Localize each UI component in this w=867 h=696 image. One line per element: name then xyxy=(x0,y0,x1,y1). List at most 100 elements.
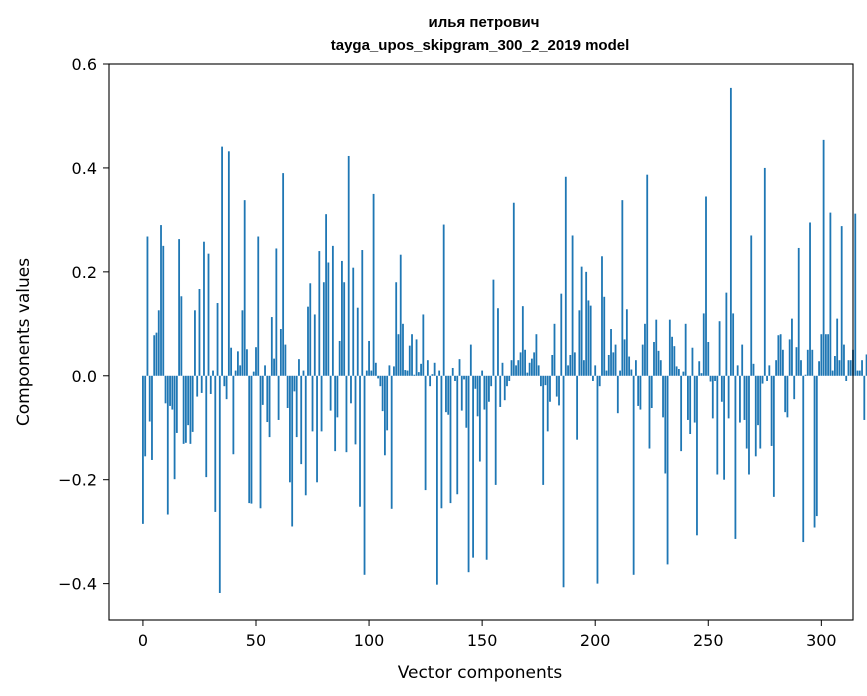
bar-37 xyxy=(225,375,228,400)
x-tick-label: 100 xyxy=(354,631,385,650)
bar-9 xyxy=(162,245,165,376)
bar-97 xyxy=(361,250,364,376)
bar-46 xyxy=(246,349,248,376)
bar-281 xyxy=(777,335,780,376)
bar-45 xyxy=(243,200,246,376)
chart-title: илья петрович xyxy=(429,14,540,31)
bar-112 xyxy=(395,282,398,376)
bar-206 xyxy=(607,354,610,376)
bar-38 xyxy=(227,151,230,376)
bar-7 xyxy=(157,310,160,376)
bar-23 xyxy=(194,310,196,376)
bar-98 xyxy=(363,375,366,575)
bar-48 xyxy=(250,375,253,504)
bar-144 xyxy=(467,375,470,573)
bar-185 xyxy=(560,293,563,376)
bar-11 xyxy=(166,375,169,515)
bar-106 xyxy=(381,375,384,412)
bar-121 xyxy=(415,339,418,376)
bar-207 xyxy=(610,329,612,376)
bar-82 xyxy=(327,262,330,376)
bar-27 xyxy=(203,241,205,376)
bar-83 xyxy=(329,375,332,411)
bar-282 xyxy=(779,334,782,376)
bar-80 xyxy=(322,282,325,376)
bar-263 xyxy=(736,365,739,376)
bar-171 xyxy=(528,362,531,376)
bar-245 xyxy=(696,375,698,536)
bar-308 xyxy=(838,360,841,376)
bar-298 xyxy=(815,375,818,517)
bar-274 xyxy=(761,375,764,384)
bar-24 xyxy=(196,375,199,397)
bar-77 xyxy=(316,375,318,483)
bar-221 xyxy=(641,344,644,376)
bar-8 xyxy=(160,225,162,376)
bar-72 xyxy=(304,375,307,496)
bar-89 xyxy=(343,282,346,376)
bar-130 xyxy=(436,375,438,585)
bar-78 xyxy=(318,251,321,376)
bar-102 xyxy=(372,193,375,376)
bar-119 xyxy=(411,334,413,376)
bar-73 xyxy=(307,306,309,376)
bar-117 xyxy=(406,370,409,376)
bar-224 xyxy=(648,375,651,449)
bar-152 xyxy=(485,375,488,560)
bar-44 xyxy=(241,310,244,376)
bar-256 xyxy=(720,375,723,402)
bars-group xyxy=(142,87,867,593)
bar-139 xyxy=(456,375,459,495)
bar-149 xyxy=(478,375,481,462)
bar-202 xyxy=(598,375,601,387)
bar-156 xyxy=(494,375,497,485)
bar-229 xyxy=(659,360,662,376)
bar-227 xyxy=(655,319,658,376)
bar-154 xyxy=(490,375,493,387)
bar-4 xyxy=(151,375,153,460)
bar-272 xyxy=(757,375,759,426)
bar-125 xyxy=(424,375,427,491)
x-tick-label: 150 xyxy=(467,631,498,650)
bar-237 xyxy=(677,369,680,376)
bar-251 xyxy=(709,375,712,382)
bar-198 xyxy=(589,305,592,376)
x-tick-label: 300 xyxy=(806,631,837,650)
bar-12 xyxy=(169,375,171,406)
bar-109 xyxy=(388,365,391,376)
bar-58 xyxy=(273,358,275,376)
y-axis-ticks: −0.4 −0.2 0.0 0.2 0.4 0.6 xyxy=(58,55,109,594)
bar-90 xyxy=(345,375,348,453)
bar-306 xyxy=(834,356,836,376)
bar-247 xyxy=(700,373,703,376)
bar-1 xyxy=(144,375,147,457)
bar-249 xyxy=(705,196,707,376)
bar-5 xyxy=(153,335,156,376)
bar-182 xyxy=(553,323,556,376)
bar-220 xyxy=(639,375,642,410)
bar-71 xyxy=(302,370,305,376)
bar-273 xyxy=(759,375,762,449)
bar-234 xyxy=(671,336,673,376)
bar-84 xyxy=(331,245,334,376)
bar-320 xyxy=(865,354,867,376)
bar-312 xyxy=(847,360,850,376)
bar-241 xyxy=(687,375,689,420)
x-tick-label: 250 xyxy=(693,631,724,650)
bar-300 xyxy=(820,334,823,376)
bar-96 xyxy=(359,375,361,507)
bar-266 xyxy=(743,375,746,420)
bar-318 xyxy=(861,360,863,376)
bar-57 xyxy=(270,317,273,376)
bar-100 xyxy=(368,340,370,376)
bar-25 xyxy=(198,289,201,376)
bar-193 xyxy=(578,310,581,376)
bar-86 xyxy=(336,375,339,418)
bar-197 xyxy=(587,300,590,376)
bar-110 xyxy=(390,375,393,509)
bar-309 xyxy=(840,226,843,376)
bar-250 xyxy=(707,342,710,376)
bar-35 xyxy=(221,146,223,376)
bar-225 xyxy=(650,375,653,408)
